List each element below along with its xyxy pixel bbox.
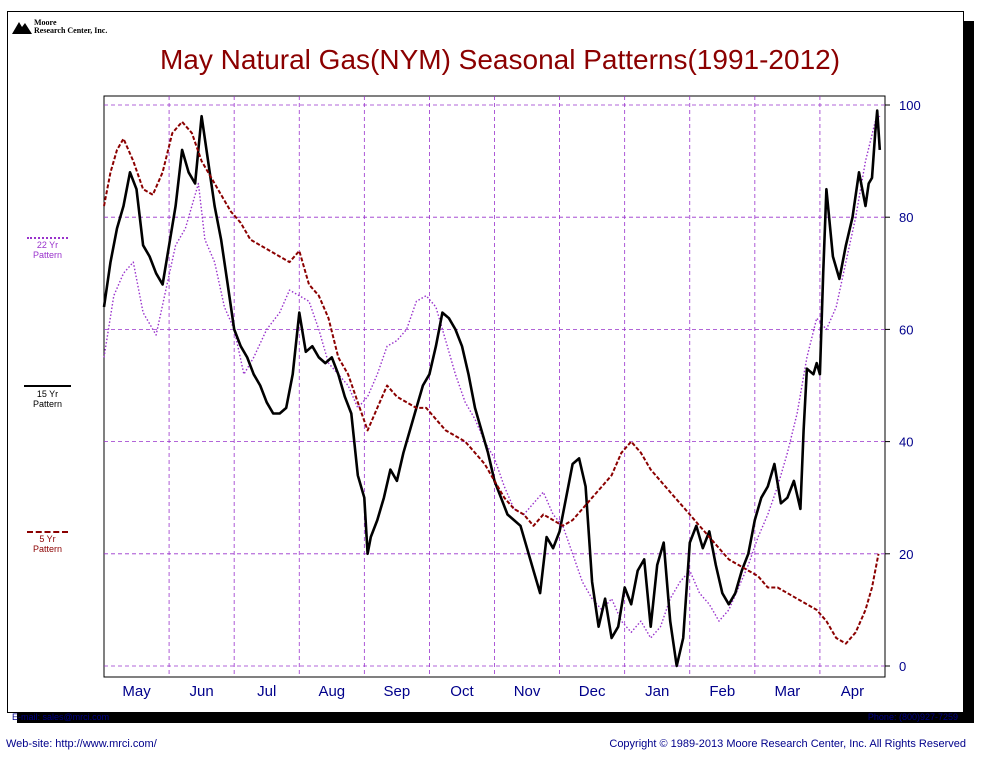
legend-22yr-swatch [27, 237, 68, 239]
footer-copyright: Copyright © 1989-2013 Moore Research Cen… [609, 738, 966, 750]
x-tick-label: Jun [190, 683, 214, 700]
legend-22yr: 22 Yr Pattern [20, 237, 75, 260]
legend-15yr-swatch [24, 385, 71, 387]
chart-title: May Natural Gas(NYM) Seasonal Patterns(1… [159, 44, 841, 75]
legend-22yr-word: Pattern [32, 250, 63, 260]
y-tick-label: 100 [899, 98, 921, 113]
legend-5yr-years: 5 Yr [39, 534, 56, 544]
y-tick-label: 60 [899, 322, 913, 337]
x-tick-label: Apr [841, 683, 864, 700]
footer-phone: Phone: (800)927-7259 [867, 712, 958, 722]
x-tick-label: Jan [645, 683, 669, 700]
series-line-5-yr-pattern [103, 120, 880, 645]
y-tick-label: 20 [899, 547, 913, 562]
legend-5yr: 5 Yr Pattern [20, 531, 75, 554]
logo-line2: Research Center, Inc. [34, 26, 108, 35]
legend-5yr-swatch [27, 531, 68, 533]
footer-website[interactable]: Web-site: http://www.mrci.com/ [6, 738, 157, 750]
x-tick-label: May [122, 683, 151, 700]
x-tick-label: Aug [318, 683, 345, 700]
x-tick-label: Dec [579, 683, 606, 700]
y-tick-label: 80 [899, 210, 913, 225]
footer-email[interactable]: E-mail: sales@mrci.com [12, 712, 110, 722]
x-tick-label: Mar [774, 683, 800, 700]
legend-22yr-years: 22 Yr [36, 240, 59, 250]
x-tick-label: Oct [450, 683, 474, 700]
y-tick-label: 0 [899, 659, 906, 674]
moore-logo: Moore Research Center, Inc. [12, 19, 107, 35]
x-tick-label: Jul [257, 683, 276, 700]
x-tick-label: Nov [514, 683, 541, 700]
x-tick-label: Sep [384, 683, 411, 700]
legend-15yr-years: 15 Yr [36, 389, 59, 399]
legend-15yr: 15 Yr Pattern [20, 385, 75, 409]
legend-5yr-word: Pattern [32, 544, 63, 554]
mountain-icon [12, 22, 32, 34]
series-line-15-yr-pattern [102, 109, 882, 668]
legend-15yr-word: Pattern [32, 399, 63, 409]
logo-line1: Moore [34, 18, 57, 27]
y-tick-label: 40 [899, 435, 913, 450]
x-tick-label: Feb [709, 683, 735, 700]
